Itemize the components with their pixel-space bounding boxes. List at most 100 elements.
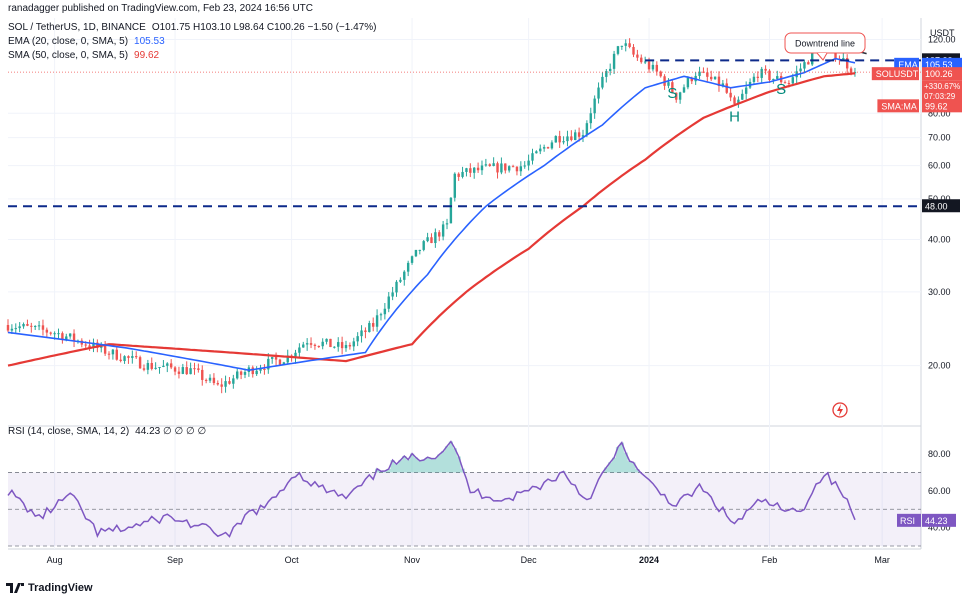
ohlc-text: O101.75 H103.10 L98.64 C100.26 −1.50 (−1… — [151, 22, 377, 33]
candle — [135, 351, 138, 359]
candle-body — [539, 148, 542, 152]
ema-legend[interactable]: EMA (20, close, 0, SMA, 5) 105.53 — [8, 36, 165, 47]
candle-body — [643, 61, 647, 63]
candle-body — [783, 82, 787, 84]
rsi-pane: 80.00 60.00 40.00 RSI 44.23 — [7, 440, 956, 547]
candle-body — [574, 132, 577, 141]
candle — [232, 374, 235, 389]
candle-body — [554, 136, 558, 143]
candle-body — [305, 343, 309, 345]
candle-body — [496, 163, 499, 173]
candle — [675, 92, 678, 103]
candle-body — [259, 368, 262, 371]
tradingview-logo-icon — [6, 583, 24, 593]
candle-body — [270, 357, 274, 359]
candle — [22, 322, 25, 329]
candle — [733, 95, 736, 105]
candle-body — [842, 58, 845, 60]
candle — [49, 331, 52, 336]
candle-body — [6, 325, 10, 331]
grid — [8, 18, 922, 550]
candle — [570, 130, 573, 142]
candle — [368, 320, 371, 333]
rsi-tag-value: 44.23 — [925, 516, 948, 526]
candle-body — [26, 324, 29, 326]
candle — [748, 78, 752, 89]
candle-body — [535, 151, 538, 154]
candle — [348, 342, 352, 350]
candle — [612, 50, 616, 75]
candle — [511, 164, 515, 168]
price-tag-value-bg — [922, 67, 962, 81]
candle — [546, 146, 550, 149]
candle-body — [418, 249, 422, 251]
candle — [391, 286, 394, 301]
level-tag-bg — [922, 199, 960, 213]
candle-body — [752, 76, 756, 82]
candle — [154, 362, 157, 370]
candle — [566, 130, 569, 147]
candle — [379, 312, 383, 321]
candle-body — [519, 166, 523, 172]
candle — [68, 333, 72, 339]
candle-body — [84, 344, 87, 346]
candle-body — [593, 98, 596, 114]
candle — [150, 357, 153, 371]
candle — [387, 292, 390, 313]
candle-body — [659, 71, 662, 77]
candle — [220, 378, 223, 394]
candle — [706, 67, 709, 83]
price-tick-1: 80.00 — [928, 108, 951, 118]
candle-body — [282, 362, 286, 365]
candle-body — [422, 241, 425, 250]
candle — [473, 167, 476, 179]
tradingview-logo[interactable]: TradingView — [6, 582, 93, 594]
candle — [131, 350, 134, 364]
candle-body — [212, 377, 216, 384]
candle-body — [803, 62, 806, 69]
candle — [212, 373, 216, 386]
candle — [702, 67, 705, 74]
rsi-tick-1: 60.00 — [928, 486, 951, 496]
ema-20-line — [7, 57, 856, 372]
candle — [371, 317, 375, 332]
candle-body — [426, 237, 429, 242]
candle-body — [251, 367, 254, 375]
candle-body — [601, 76, 604, 88]
ema-legend-label: EMA (20, close, 0, SMA, 5) — [8, 36, 129, 47]
candle — [803, 59, 806, 73]
candle-body — [744, 87, 748, 94]
candle-body — [500, 163, 503, 173]
candle-body — [737, 99, 740, 104]
candle — [628, 38, 631, 49]
candle-body — [457, 173, 460, 177]
candle-body — [131, 356, 134, 358]
candle-body — [811, 51, 814, 65]
candle — [531, 148, 534, 165]
sma-legend[interactable]: SMA (50, close, 0, SMA, 5) 99.62 — [8, 50, 159, 61]
candle — [208, 374, 212, 383]
candle-body — [725, 83, 728, 93]
candle-body — [138, 357, 142, 369]
candle-body — [317, 345, 321, 347]
candle-body — [570, 136, 573, 141]
price-tag-last-extra-bg — [922, 80, 962, 103]
candle — [317, 345, 321, 348]
candle — [337, 337, 340, 352]
candle-body — [581, 135, 585, 137]
candle-body — [333, 346, 336, 348]
candle — [406, 260, 410, 277]
candle — [18, 322, 21, 333]
candle-body — [41, 325, 45, 330]
candle — [507, 165, 511, 173]
candle — [783, 80, 787, 84]
candle-body — [507, 166, 511, 171]
rsi-legend-values: 44.23 ∅ ∅ ∅ ∅ — [135, 426, 207, 437]
candle — [574, 129, 577, 141]
candle — [449, 197, 453, 224]
candle-body — [550, 142, 554, 149]
price-tag-value-ema: 105.53 — [925, 60, 953, 70]
candle-body — [197, 368, 200, 370]
rsi-legend[interactable]: RSI (14, close, SMA, 14, 2) 44.23 ∅ ∅ ∅ ∅ — [8, 426, 206, 437]
